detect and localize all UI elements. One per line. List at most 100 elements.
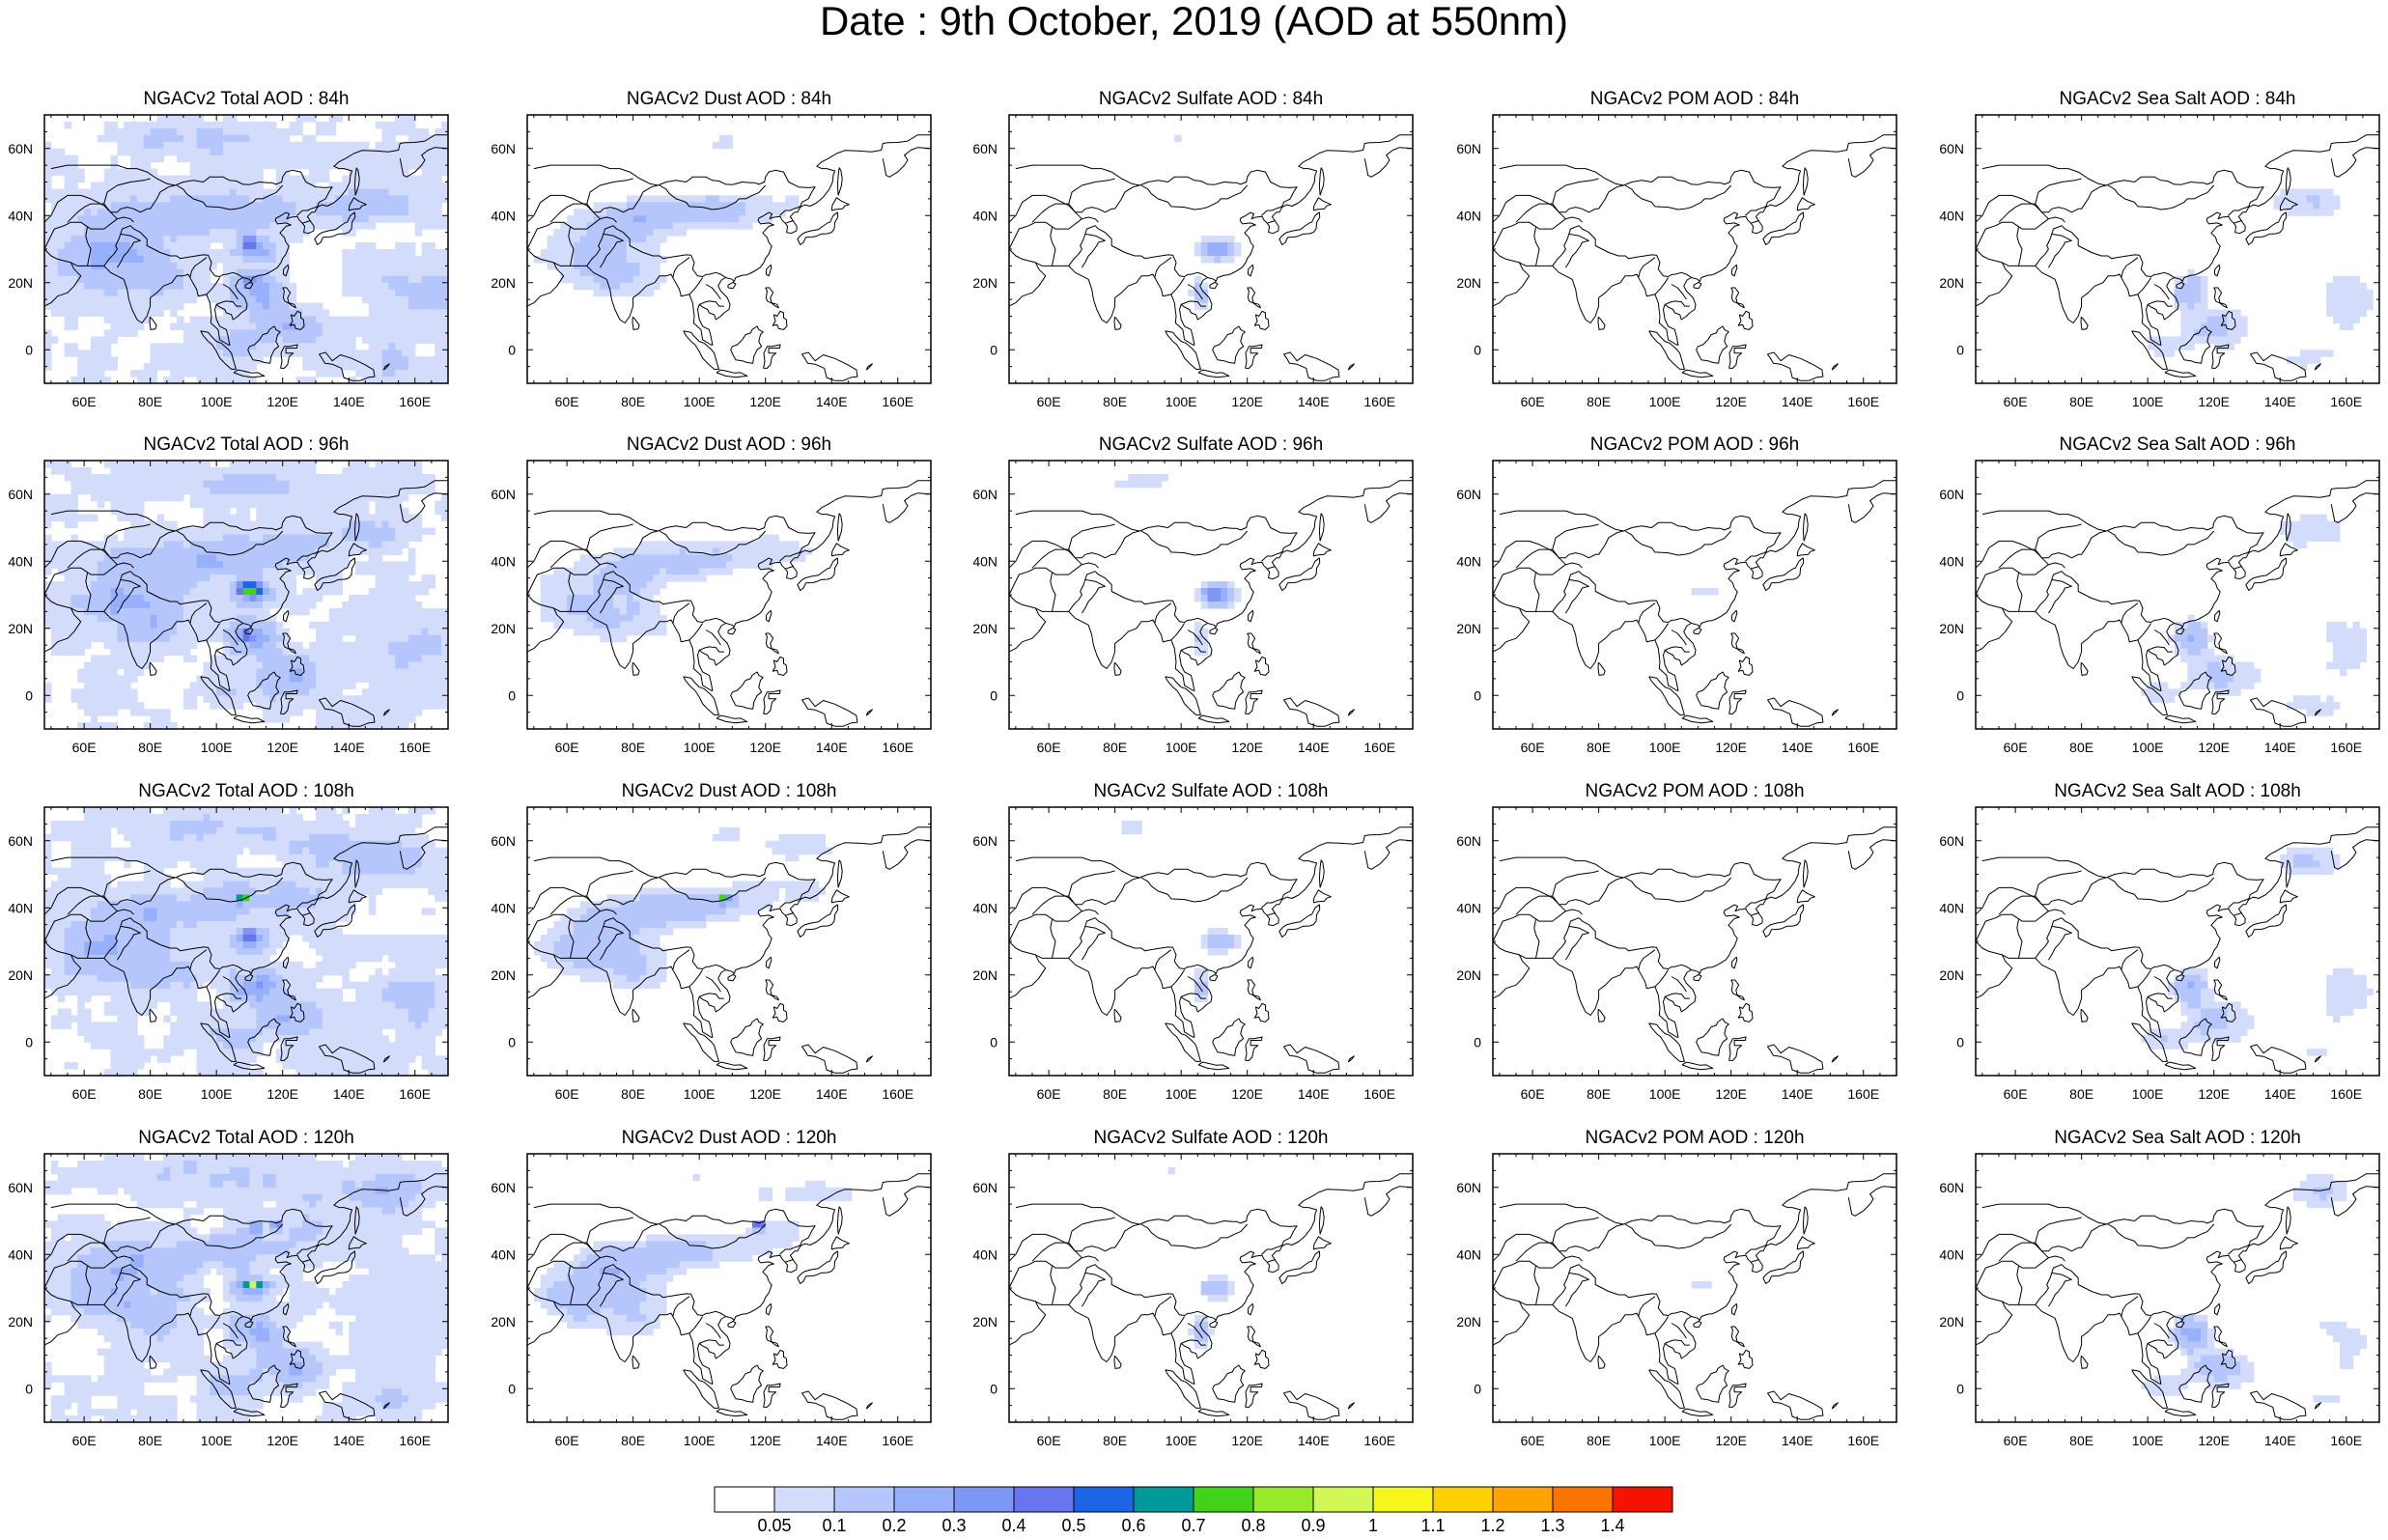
aod-map-panel: 60E 80E 100E 120E 140E 160E 0 20N 40N 60N NGACv2 T…	[8, 434, 449, 755]
lon-tick-label: 160E	[1363, 1433, 1395, 1448]
aod-map-panel: 60E 80E 100E 120E 140E 160E 0 20N 40N 60N NGACv2 S…	[1939, 781, 2380, 1102]
lon-tick-label: 80E	[138, 1433, 162, 1448]
coastline-outlines	[526, 480, 932, 727]
lat-tick-label: 20N	[491, 967, 516, 983]
aod-shading	[1691, 588, 1719, 596]
lon-tick-label: 100E	[684, 394, 716, 409]
panel-title: NGACv2 Sulfate AOD : 84h	[1099, 89, 1323, 109]
lat-tick-label: 0	[1956, 342, 1964, 357]
figure-title: Date : 9th October, 2019 (AOD at 550nm)	[819, 0, 1569, 43]
panel-title: NGACv2 Sulfate AOD : 108h	[1094, 781, 1329, 801]
lon-tick-label: 160E	[399, 1086, 431, 1102]
axis-ticks	[1493, 1153, 1897, 1423]
coastline-outlines	[526, 1173, 932, 1420]
lon-tick-label: 100E	[1649, 1086, 1681, 1102]
lon-tick-label: 80E	[1587, 1433, 1611, 1448]
lon-tick-label: 80E	[1103, 394, 1127, 409]
colorbar-swatch	[773, 1486, 835, 1513]
axis-ticks	[527, 460, 932, 730]
coastline-outlines	[1492, 826, 1897, 1074]
lat-tick-label: 0	[1474, 342, 1481, 357]
lat-tick-label: 60N	[1456, 141, 1481, 156]
panel-title: NGACv2 Sea Salt AOD : 96h	[2059, 434, 2295, 455]
lat-tick-label: 40N	[491, 1246, 516, 1262]
panel-title: NGACv2 Sea Salt AOD : 120h	[2054, 1128, 2301, 1148]
lon-tick-label: 100E	[201, 740, 233, 755]
lat-tick-label: 60N	[491, 1180, 516, 1195]
aod-map-panel: 60E 80E 100E 120E 140E 160E 0 20N 40N 60N NGACv2 S…	[1939, 434, 2380, 755]
axis-ticks	[1493, 114, 1897, 384]
lat-tick-label: 40N	[8, 1246, 33, 1262]
lat-tick-label: 40N	[1939, 900, 1964, 915]
lon-tick-label: 60E	[2004, 740, 2028, 755]
lat-tick-label: 40N	[1939, 1246, 1964, 1262]
lon-tick-label: 60E	[1521, 394, 1545, 409]
aod-shading	[1121, 820, 1242, 1003]
coastline-outlines	[526, 826, 932, 1074]
colorbar-swatch	[1492, 1486, 1554, 1513]
lat-tick-label: 0	[1474, 1381, 1481, 1396]
lat-tick-label: 20N	[8, 967, 33, 983]
lat-tick-label: 20N	[972, 1314, 997, 1330]
coastline-outlines	[1975, 1173, 2380, 1420]
lon-tick-label: 120E	[1715, 1086, 1747, 1102]
lon-tick-label: 160E	[399, 1433, 431, 1448]
aod-map-panel: 60E 80E 100E 120E 140E 160E 0 20N 40N 60N NGACv2 P…	[1456, 434, 1897, 755]
lon-tick-label: 60E	[72, 1433, 97, 1448]
aod-map-panel: 60E 80E 100E 120E 140E 160E 0 20N 40N 60N NGACv2 T…	[8, 781, 449, 1102]
lon-tick-label: 140E	[1782, 1086, 1813, 1102]
lon-tick-label: 140E	[816, 740, 848, 755]
lon-tick-label: 60E	[72, 740, 97, 755]
lon-tick-label: 140E	[1782, 1433, 1813, 1448]
lon-tick-label: 140E	[2264, 1433, 2296, 1448]
lon-tick-label: 140E	[333, 740, 365, 755]
lon-tick-label: 60E	[555, 1086, 579, 1102]
lon-tick-label: 60E	[1037, 1433, 1061, 1448]
lat-tick-label: 20N	[1456, 275, 1481, 291]
lon-tick-label: 140E	[1298, 740, 1330, 755]
lon-tick-label: 140E	[816, 1433, 848, 1448]
lat-tick-label: 0	[25, 1381, 33, 1396]
lon-tick-label: 60E	[1521, 1086, 1545, 1102]
lat-tick-label: 60N	[8, 141, 33, 156]
axis-ticks	[1009, 1153, 1414, 1423]
aod-map-panel: 60E 80E 100E 120E 140E 160E 0 20N 40N 60N NGACv2 T…	[8, 89, 449, 409]
aod-map-panel: 60E 80E 100E 120E 140E 160E 0 20N 40N 60N NGACv2 S…	[972, 89, 1414, 409]
aod-shading	[1691, 1281, 1712, 1289]
colorbar-swatch	[1372, 1486, 1434, 1513]
lon-tick-label: 160E	[882, 740, 913, 755]
lon-tick-label: 80E	[138, 394, 162, 409]
lon-tick-label: 140E	[1298, 1086, 1330, 1102]
lon-tick-label: 80E	[621, 1433, 645, 1448]
colorbar-swatch	[1133, 1486, 1194, 1513]
lon-tick-label: 160E	[1847, 1086, 1879, 1102]
lat-tick-label: 40N	[1939, 553, 1964, 569]
aod-shading	[533, 1173, 853, 1336]
lat-tick-label: 0	[25, 1034, 33, 1050]
lat-tick-label: 0	[508, 1381, 516, 1396]
map-frame	[1492, 806, 1897, 1077]
lon-tick-label: 160E	[1363, 740, 1395, 755]
panel-title: NGACv2 Sulfate AOD : 120h	[1094, 1128, 1329, 1148]
map-frame	[1492, 114, 1897, 384]
lat-tick-label: 60N	[491, 487, 516, 502]
lat-tick-label: 0	[25, 342, 33, 357]
lat-tick-label: 20N	[972, 621, 997, 636]
colorbar-graphic: 0.05 0.1 0.2 0.3 0.4 0.5 0.6 0.7 0.8 0.9 1 1.1 1.2 1.…	[714, 1486, 1673, 1535]
lon-tick-label: 120E	[1231, 1433, 1263, 1448]
lon-tick-label: 120E	[2198, 1433, 2230, 1448]
lat-tick-label: 60N	[972, 141, 997, 156]
lat-tick-label: 40N	[491, 553, 516, 569]
lon-tick-label: 60E	[1037, 740, 1061, 755]
lat-tick-label: 40N	[8, 553, 33, 569]
colorbar-swatch	[1193, 1486, 1254, 1513]
lat-tick-label: 20N	[1456, 1314, 1481, 1330]
colorbar-label: 0.3	[941, 1516, 966, 1535]
lon-tick-label: 100E	[1649, 394, 1681, 409]
lat-tick-label: 0	[1956, 1034, 1964, 1050]
lon-tick-label: 160E	[2330, 1433, 2362, 1448]
lon-tick-label: 120E	[749, 740, 781, 755]
aod-shading	[2148, 188, 2374, 371]
colorbar-swatch	[833, 1486, 895, 1513]
lon-tick-label: 160E	[1847, 740, 1879, 755]
